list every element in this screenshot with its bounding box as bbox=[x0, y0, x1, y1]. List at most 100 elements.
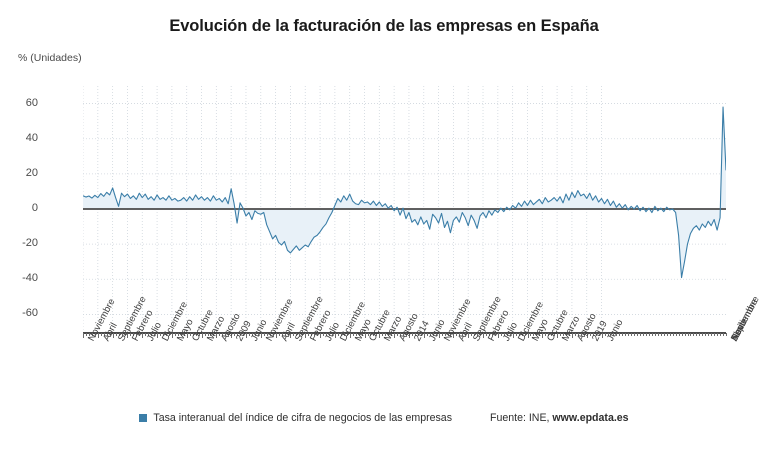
x-tickmark bbox=[83, 333, 84, 338]
x-tickmark bbox=[622, 333, 624, 336]
y-tick-label: -20 bbox=[22, 237, 38, 250]
x-tickmark bbox=[346, 333, 348, 336]
x-tickmark bbox=[88, 333, 90, 336]
x-tickmark bbox=[328, 333, 330, 336]
x-tickmark bbox=[115, 333, 117, 336]
x-tickmark bbox=[432, 333, 434, 336]
x-tickmark bbox=[225, 333, 227, 336]
horizontal-gridlines bbox=[83, 103, 726, 315]
x-tickmark bbox=[388, 333, 390, 336]
x-tickmark bbox=[607, 333, 609, 336]
x-tickmark bbox=[566, 333, 567, 336]
x-tickmark bbox=[326, 333, 327, 336]
x-tickmark bbox=[308, 333, 310, 336]
x-tickmark bbox=[234, 333, 236, 336]
x-tickmark bbox=[293, 333, 295, 336]
x-tickmark bbox=[574, 333, 576, 336]
x-tickmark bbox=[86, 333, 87, 336]
x-tickmark bbox=[711, 333, 713, 336]
x-tickmark bbox=[696, 333, 698, 336]
x-tickmark bbox=[583, 333, 585, 336]
x-tickmark bbox=[702, 333, 704, 336]
x-tickmark bbox=[474, 333, 476, 336]
x-tickmark bbox=[456, 333, 458, 336]
x-tickmark bbox=[112, 333, 114, 338]
x-tickmark bbox=[666, 333, 668, 336]
x-tickmark bbox=[352, 333, 354, 336]
x-tickmark bbox=[139, 333, 141, 336]
x-tickmark bbox=[669, 333, 671, 336]
x-tickmark bbox=[548, 333, 550, 336]
plot-area bbox=[82, 86, 727, 332]
x-tickmark bbox=[551, 333, 553, 336]
x-tickmark bbox=[287, 333, 289, 336]
x-tickmark bbox=[699, 333, 701, 336]
y-tick-label: 60 bbox=[25, 96, 38, 109]
x-tickmark bbox=[166, 333, 167, 336]
x-tickmark bbox=[465, 333, 467, 336]
x-tickmark bbox=[637, 333, 639, 336]
x-tickmark bbox=[195, 333, 197, 336]
x-tickmark bbox=[693, 333, 695, 336]
x-tickmark bbox=[471, 333, 473, 336]
x-tickmark bbox=[91, 333, 93, 336]
x-tickmark bbox=[726, 333, 727, 336]
x-tickmark bbox=[290, 333, 292, 338]
x-tickmark bbox=[397, 333, 399, 336]
x-tickmark bbox=[385, 333, 387, 336]
x-tickmark bbox=[269, 333, 271, 336]
x-tickmark bbox=[317, 333, 319, 336]
x-tickmark bbox=[678, 333, 680, 336]
x-tickmark bbox=[651, 333, 653, 336]
x-tickmark bbox=[408, 333, 410, 338]
x-tickmark bbox=[100, 333, 102, 336]
x-tickmark bbox=[148, 333, 150, 336]
x-tickmark bbox=[643, 333, 644, 336]
x-tickmark bbox=[343, 333, 345, 336]
source-link[interactable]: www.epdata.es bbox=[552, 412, 629, 424]
line-chart-svg bbox=[82, 86, 727, 332]
x-tickmark bbox=[539, 333, 541, 336]
x-tickmark bbox=[506, 333, 508, 336]
x-tickmark bbox=[589, 333, 591, 336]
x-tickmark bbox=[183, 333, 185, 336]
y-tick-label: 0 bbox=[31, 202, 38, 214]
source-prefix: Fuente: INE, bbox=[490, 412, 553, 424]
x-tickmark bbox=[654, 333, 656, 336]
x-tickmark bbox=[281, 333, 283, 336]
x-tickmark bbox=[331, 333, 333, 336]
x-tickmark bbox=[94, 333, 96, 336]
x-tickmark bbox=[198, 333, 200, 336]
x-tickmark bbox=[723, 333, 724, 336]
x-tickmark bbox=[364, 333, 366, 338]
x-tickmark bbox=[237, 333, 239, 336]
x-tickmark bbox=[503, 333, 505, 336]
x-tickmark bbox=[480, 333, 482, 336]
x-tickmark bbox=[391, 333, 393, 336]
x-tickmark bbox=[349, 333, 351, 338]
x-tickmark bbox=[598, 333, 600, 336]
x-tickmark bbox=[186, 333, 188, 338]
legend-swatch-icon bbox=[139, 414, 148, 422]
x-tickmark bbox=[687, 333, 689, 336]
x-tickmark bbox=[299, 333, 301, 336]
x-tickmark bbox=[708, 333, 710, 336]
x-tickmark bbox=[684, 333, 686, 336]
x-tickmark bbox=[157, 333, 159, 338]
x-tickmark bbox=[714, 333, 716, 336]
x-tickmark bbox=[130, 333, 132, 336]
x-tickmark bbox=[109, 333, 111, 336]
x-tickmark bbox=[554, 333, 556, 336]
x-tickmark bbox=[142, 333, 144, 338]
x-tickmark bbox=[640, 333, 642, 336]
x-tickmark bbox=[127, 333, 129, 338]
x-tickmark bbox=[420, 333, 422, 336]
y-tick-label: -60 bbox=[22, 307, 38, 320]
x-tickmark bbox=[705, 333, 707, 336]
x-tickmark bbox=[136, 333, 138, 336]
x-tickmark bbox=[248, 333, 250, 336]
series-area-fill bbox=[83, 107, 726, 278]
x-tickmark bbox=[515, 333, 517, 336]
x-tickmark bbox=[171, 333, 173, 338]
x-tickmark bbox=[154, 333, 156, 336]
